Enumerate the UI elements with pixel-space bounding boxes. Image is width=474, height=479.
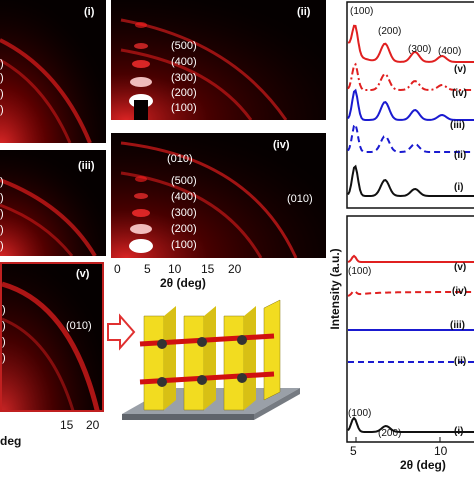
order-dot: ) bbox=[0, 240, 4, 252]
xrd-x-tick: 10 bbox=[434, 444, 448, 458]
gixd-pattern-ii bbox=[111, 0, 326, 120]
side-label-010: (010) bbox=[287, 193, 313, 205]
gixd-panel-iv: (iv) (010) (500) (400) (300) (200) (100)… bbox=[111, 133, 326, 258]
order-label-500: (500) bbox=[171, 175, 197, 187]
xrd-top-line-2 bbox=[347, 88, 474, 121]
order-dot: ) bbox=[2, 304, 6, 316]
panel-label-iv: (iv) bbox=[273, 139, 290, 151]
gixd-tick: 5 bbox=[144, 262, 151, 276]
order-dot: ) bbox=[0, 58, 4, 70]
xrd-bottom-peak-100b: (100) bbox=[348, 408, 372, 419]
molecular-stacks bbox=[139, 299, 281, 411]
gixd-v-tick: 20 bbox=[86, 418, 100, 432]
order-dot: ) bbox=[0, 176, 4, 188]
gixd-tick: 20 bbox=[228, 262, 242, 276]
xrd-top-peak-300: (300) bbox=[408, 44, 432, 55]
xrd-top-series-label: (ii) bbox=[454, 150, 467, 161]
order-dot: ) bbox=[2, 336, 6, 348]
xrd-y-title: Intensity (a.u.) bbox=[328, 248, 342, 330]
panel-label-i: (i) bbox=[84, 6, 95, 18]
gixd-x-title: 2θ (deg) bbox=[160, 276, 206, 290]
schematic-graphic bbox=[107, 299, 300, 420]
order-label-500: (500) bbox=[171, 40, 197, 52]
panel-label-v: (v) bbox=[76, 268, 90, 280]
order-dot: ) bbox=[0, 72, 4, 84]
order-dot: ) bbox=[0, 192, 4, 204]
xrd-top-series-label: (v) bbox=[454, 64, 467, 75]
order-dot: ) bbox=[2, 320, 6, 332]
xrd-top-peak-100: (100) bbox=[350, 6, 374, 17]
xrd-svg bbox=[346, 1, 474, 443]
xrd-bottom-line-1 bbox=[347, 289, 474, 297]
gixd-v-x-title: deg bbox=[0, 434, 22, 448]
gixd-panel-v: (v) (010) ) ) ) ) bbox=[0, 262, 104, 412]
gixd-pattern-iii bbox=[0, 150, 106, 256]
order-label-400: (400) bbox=[171, 56, 197, 68]
xrd-top-peak-400: (400) bbox=[438, 46, 462, 57]
side-label-010: (010) bbox=[66, 320, 92, 332]
order-dot: ) bbox=[0, 224, 4, 236]
order-label-200: (200) bbox=[171, 87, 197, 99]
arrow-icon bbox=[107, 313, 136, 351]
xrd-top-line-1 bbox=[347, 62, 474, 92]
xrd-bottom-series-label: (i) bbox=[454, 426, 464, 437]
panel-label-iii: (iii) bbox=[78, 160, 95, 172]
order-label-400: (400) bbox=[171, 191, 197, 203]
xrd-top-frame bbox=[346, 1, 474, 209]
gixd-tick: 0 bbox=[114, 262, 121, 276]
xrd-top-series-label: (iii) bbox=[450, 120, 465, 131]
xrd-bottom-peak-100: (100) bbox=[348, 266, 372, 277]
xrd-plots: (100) (200) (300) (400) (v) (iv) (iii) (… bbox=[330, 0, 474, 474]
gixd-pattern-v bbox=[2, 264, 102, 410]
xrd-top-axes bbox=[346, 1, 474, 209]
gixd-panel-iii: (iii) ) ) ) ) ) bbox=[0, 150, 106, 256]
xrd-bottom-frame bbox=[346, 215, 474, 443]
order-label-010: (010) bbox=[167, 153, 193, 165]
xrd-bottom-series-label: (iii) bbox=[450, 320, 465, 331]
xrd-bottom-line-4 bbox=[347, 416, 474, 433]
xrd-top-series bbox=[347, 24, 474, 198]
xrd-top-line-0 bbox=[347, 24, 474, 63]
gixd-pattern-i bbox=[0, 0, 106, 143]
xrd-bottom-series-label: (v) bbox=[454, 262, 467, 273]
xrd-x-tick: 5 bbox=[350, 444, 357, 458]
xrd-top-line-3 bbox=[347, 122, 474, 154]
order-label-200: (200) bbox=[171, 223, 197, 235]
gixd-panel-ii: (ii) (500) (400) (300) (200) (100) bbox=[111, 0, 326, 120]
order-label-300: (300) bbox=[171, 207, 197, 219]
xrd-bottom-series-label: (ii) bbox=[454, 356, 467, 367]
xrd-bottom-peak-200: (200) bbox=[378, 428, 402, 439]
gixd-tick: 15 bbox=[201, 262, 215, 276]
xrd-bottom-line-0 bbox=[347, 254, 474, 263]
gixd-tick: 10 bbox=[168, 262, 182, 276]
xrd-bottom-series-label: (iv) bbox=[452, 286, 467, 297]
panel-label-ii: (ii) bbox=[297, 6, 311, 18]
xrd-top-series-label: (iv) bbox=[452, 88, 467, 99]
order-label-300: (300) bbox=[171, 72, 197, 84]
gixd-pattern-iv bbox=[111, 133, 326, 258]
order-dot: ) bbox=[0, 104, 4, 116]
gixd-v-tick: 15 bbox=[60, 418, 74, 432]
order-label-100: (100) bbox=[171, 102, 197, 114]
xrd-bottom-series bbox=[347, 254, 474, 433]
order-dot: ) bbox=[2, 352, 6, 364]
order-label-100: (100) bbox=[171, 239, 197, 251]
xrd-bottom-axes bbox=[346, 215, 474, 443]
order-dot: ) bbox=[0, 208, 4, 220]
order-dot: ) bbox=[0, 88, 4, 100]
xrd-top-peak-200: (200) bbox=[378, 26, 402, 37]
xrd-x-title: 2θ (deg) bbox=[400, 458, 446, 472]
gixd-panel-i: (i) ) ) ) ) bbox=[0, 0, 106, 143]
xrd-top-line-4 bbox=[347, 164, 474, 198]
xrd-top-series-label: (i) bbox=[454, 182, 464, 193]
